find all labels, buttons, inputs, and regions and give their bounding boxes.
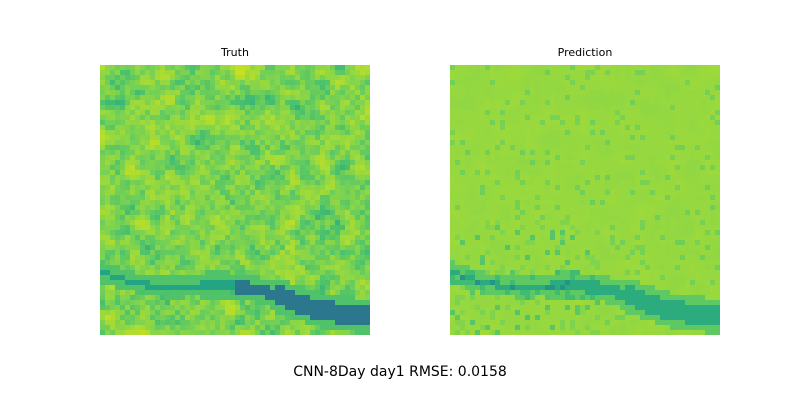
prediction-heatmap-image: [450, 65, 720, 335]
truth-heatmap: [100, 65, 370, 335]
prediction-heatmap: [450, 65, 720, 335]
prediction-panel-title: Prediction: [557, 46, 613, 59]
figure-suptitle: CNN-8Day day1 RMSE: 0.0158: [293, 364, 507, 380]
truth-heatmap-image: [100, 65, 370, 335]
truth-panel-title: Truth: [221, 46, 249, 59]
